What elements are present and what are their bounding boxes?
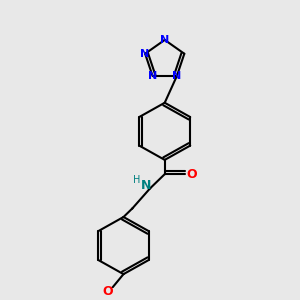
Text: N: N xyxy=(160,35,169,45)
Text: N: N xyxy=(140,49,150,59)
Text: H: H xyxy=(133,175,140,185)
Text: N: N xyxy=(172,71,182,81)
Text: O: O xyxy=(186,168,196,181)
Text: O: O xyxy=(102,285,112,298)
Text: N: N xyxy=(140,179,151,192)
Text: N: N xyxy=(148,71,157,81)
